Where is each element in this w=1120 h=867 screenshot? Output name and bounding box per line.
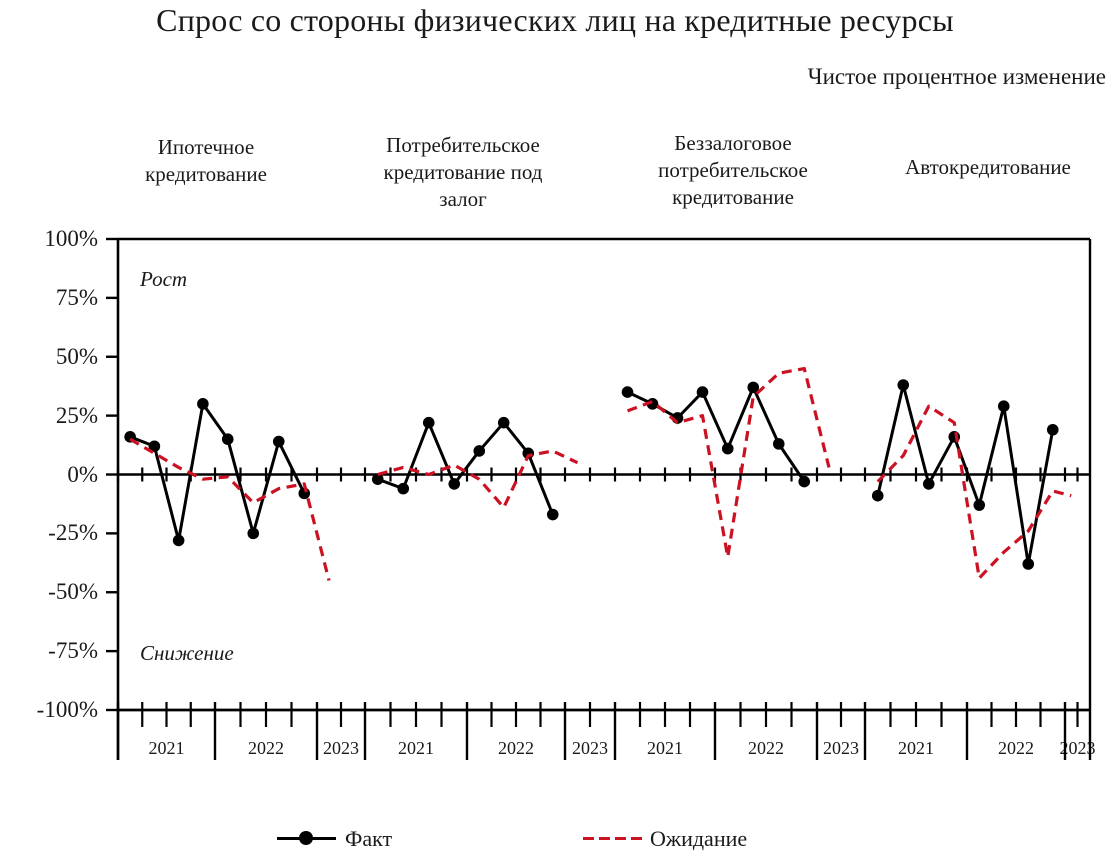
panel-header-line: Ипотечное — [157, 135, 255, 159]
fact-line — [129, 402, 306, 542]
fact-point — [798, 475, 811, 488]
y-axis-label: 0% — [67, 461, 98, 487]
y-axis-label: -100% — [36, 697, 98, 722]
fact-point — [148, 440, 161, 453]
fact-point — [871, 489, 884, 502]
fact-point — [747, 381, 760, 394]
panel-header-line: Автокредитование — [905, 155, 1071, 179]
fact-point — [473, 445, 486, 457]
panel-header-line: кредитование — [672, 185, 794, 209]
fact-point — [922, 478, 935, 490]
year-label: 2023 — [572, 738, 608, 758]
fact-line — [876, 383, 1055, 566]
fact-point — [197, 398, 209, 410]
year-label: 2022 — [998, 738, 1034, 758]
y-axis-label: 100% — [44, 226, 98, 251]
fact-point — [621, 386, 634, 398]
legend-expectation-label: Ожидание — [650, 826, 748, 851]
year-label: 2022 — [498, 738, 534, 758]
year-label: 2021 — [148, 738, 185, 758]
panel-header-line: кредитование — [145, 162, 267, 186]
panel-header-unsecured-consumer: Беззалоговое потребительское кредитовани… — [613, 130, 853, 211]
fact-point — [546, 508, 559, 521]
legend-expectation-dash-swatch — [583, 837, 643, 841]
expectation-line — [626, 366, 831, 559]
fact-point — [897, 379, 910, 391]
fact-line — [377, 421, 555, 516]
fact-point — [448, 478, 461, 490]
fact-point — [1046, 423, 1059, 436]
y-axis-label: -50% — [48, 579, 98, 605]
panel-header-line: залог — [439, 187, 487, 211]
fact-point — [422, 416, 435, 429]
year-label: 2022 — [248, 738, 284, 758]
panel-header-secured-consumer: Потребительское кредитование под залог — [343, 132, 583, 213]
panel-header-line: Беззалоговое — [674, 131, 792, 155]
fact-point — [221, 433, 234, 445]
y-axis-label: 50% — [55, 343, 98, 369]
fact-point — [997, 400, 1010, 413]
fact-point — [247, 527, 260, 540]
fact-point — [497, 416, 510, 429]
year-label: 2023 — [823, 738, 859, 758]
chart-title: Спрос со стороны физических лиц на креди… — [156, 2, 954, 38]
legend-fact-dot-marker — [299, 831, 313, 845]
decline-annotation: Снижение — [140, 641, 234, 665]
fact-point — [272, 435, 285, 448]
expectation-line — [377, 449, 579, 510]
y-axis-label: -75% — [48, 638, 98, 664]
y-axis-label: -25% — [48, 520, 98, 546]
legend-fact-label: Факт — [345, 826, 393, 851]
fact-point — [721, 442, 734, 455]
year-label: 2023 — [1059, 738, 1096, 758]
fact-point — [172, 534, 185, 547]
panel-header-mortgage: Ипотечное кредитование — [86, 134, 326, 188]
year-label: 2021 — [647, 738, 683, 758]
panel-header-line: потребительское — [658, 158, 808, 182]
fact-point — [1022, 558, 1035, 570]
y-axis-label: 75% — [55, 284, 98, 310]
fact-point — [397, 482, 410, 495]
year-label: 2023 — [323, 738, 359, 758]
fact-point — [696, 386, 709, 398]
expectation-line — [129, 437, 331, 581]
panel-header-auto: Автокредитование — [858, 154, 1118, 181]
growth-annotation: Рост — [140, 267, 188, 291]
fact-point — [371, 473, 384, 486]
panel-header-line: Потребительское — [386, 133, 540, 157]
year-label: 2021 — [398, 738, 434, 758]
panel-header-line: кредитование под — [383, 160, 543, 184]
fact-point — [772, 438, 785, 450]
year-label: 2021 — [898, 738, 934, 758]
expectation-line — [876, 404, 1072, 580]
chart-subtitle: Чистое процентное изменение — [807, 64, 1106, 89]
year-label: 2022 — [748, 738, 784, 758]
y-axis-label: 25% — [55, 402, 98, 428]
fact-point — [973, 499, 986, 511]
